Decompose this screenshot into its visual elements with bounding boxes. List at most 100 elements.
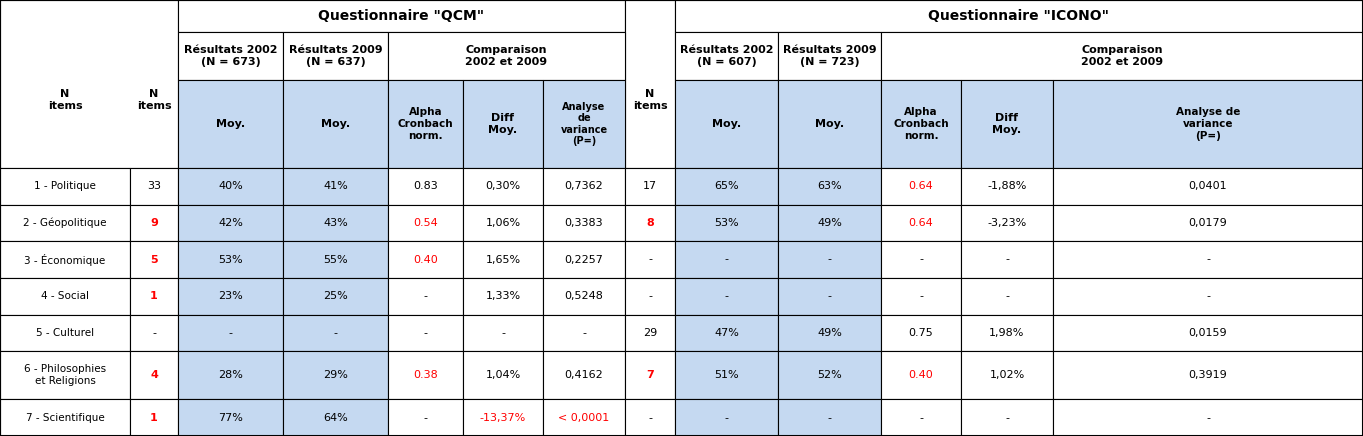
Bar — [778, 204, 880, 241]
Bar — [675, 0, 1363, 32]
Bar — [284, 351, 388, 399]
Text: 42%: 42% — [218, 218, 243, 228]
Text: N
items: N items — [48, 89, 82, 111]
Bar — [0, 204, 129, 241]
Bar — [880, 399, 961, 436]
Text: -: - — [725, 255, 728, 265]
Bar — [961, 241, 1054, 278]
Text: -3,23%: -3,23% — [987, 218, 1026, 228]
Text: Analyse de
variance
(P=): Analyse de variance (P=) — [1176, 107, 1240, 140]
Text: 55%: 55% — [323, 255, 348, 265]
Text: 29%: 29% — [323, 370, 348, 380]
Text: -: - — [424, 328, 428, 338]
Text: 0,5248: 0,5248 — [564, 291, 604, 301]
Text: 40%: 40% — [218, 181, 243, 191]
Bar — [542, 80, 626, 168]
Text: 41%: 41% — [323, 181, 348, 191]
Bar — [388, 241, 463, 278]
Bar — [284, 168, 388, 204]
Bar — [388, 278, 463, 314]
Text: Comparaison
2002 et 2009: Comparaison 2002 et 2009 — [1081, 45, 1163, 67]
Text: Moy.: Moy. — [815, 119, 844, 129]
Text: 5: 5 — [150, 255, 158, 265]
Text: 25%: 25% — [323, 291, 348, 301]
Bar — [179, 32, 284, 80]
Text: -1,88%: -1,88% — [987, 181, 1026, 191]
Text: 9: 9 — [150, 218, 158, 228]
Text: -: - — [1206, 255, 1210, 265]
Bar — [675, 241, 778, 278]
Text: N
items: N items — [136, 89, 172, 111]
Bar — [626, 314, 675, 351]
Bar — [1054, 168, 1363, 204]
Text: 6 - Philosophies
et Religions: 6 - Philosophies et Religions — [25, 364, 106, 386]
Bar — [961, 204, 1054, 241]
Text: 52%: 52% — [818, 370, 842, 380]
Text: 1,98%: 1,98% — [990, 328, 1025, 338]
Bar — [626, 0, 675, 168]
Text: 1,02%: 1,02% — [990, 370, 1025, 380]
Text: 0,7362: 0,7362 — [564, 181, 604, 191]
Text: 1,04%: 1,04% — [485, 370, 521, 380]
Bar — [179, 0, 626, 32]
Bar — [179, 168, 284, 204]
Bar — [778, 168, 880, 204]
Text: -: - — [725, 413, 728, 422]
Text: -: - — [647, 413, 652, 422]
Bar — [778, 80, 880, 168]
Text: 0,30%: 0,30% — [485, 181, 521, 191]
Text: Diff
Moy.: Diff Moy. — [992, 113, 1021, 135]
Bar — [1054, 314, 1363, 351]
Bar — [961, 278, 1054, 314]
Bar — [463, 204, 542, 241]
Bar — [880, 204, 961, 241]
Text: 49%: 49% — [816, 218, 842, 228]
Bar — [463, 168, 542, 204]
Bar — [463, 278, 542, 314]
Bar — [778, 314, 880, 351]
Text: < 0,0001: < 0,0001 — [559, 413, 609, 422]
Text: 51%: 51% — [714, 370, 739, 380]
Text: 7: 7 — [646, 370, 654, 380]
Text: 33: 33 — [147, 181, 161, 191]
Bar — [626, 168, 675, 204]
Text: Résultats 2009
(N = 723): Résultats 2009 (N = 723) — [782, 45, 876, 67]
Text: 8: 8 — [646, 218, 654, 228]
Text: -: - — [919, 255, 923, 265]
Bar — [0, 399, 129, 436]
Text: 29: 29 — [643, 328, 657, 338]
Bar — [961, 351, 1054, 399]
Text: 2 - Géopolitique: 2 - Géopolitique — [23, 218, 106, 228]
Text: 1,06%: 1,06% — [485, 218, 521, 228]
Bar — [1054, 278, 1363, 314]
Bar — [388, 351, 463, 399]
Text: 0,3919: 0,3919 — [1189, 370, 1227, 380]
Text: 3 - Économique: 3 - Économique — [25, 254, 105, 266]
Text: 0.40: 0.40 — [909, 370, 934, 380]
Text: -: - — [827, 255, 831, 265]
Bar — [675, 314, 778, 351]
Bar — [961, 399, 1054, 436]
Text: -: - — [334, 328, 338, 338]
Text: 65%: 65% — [714, 181, 739, 191]
Text: 0,2257: 0,2257 — [564, 255, 604, 265]
Text: 0.38: 0.38 — [413, 370, 438, 380]
Bar — [388, 168, 463, 204]
Bar — [284, 278, 388, 314]
Bar — [778, 278, 880, 314]
Text: Questionnaire "ICONO": Questionnaire "ICONO" — [928, 9, 1109, 23]
Text: N
items: N items — [632, 89, 668, 111]
Text: Questionnaire "QCM": Questionnaire "QCM" — [319, 9, 485, 23]
Bar — [542, 351, 626, 399]
Bar — [179, 80, 284, 168]
Text: Résultats 2009
(N = 637): Résultats 2009 (N = 637) — [289, 45, 382, 67]
Bar — [0, 241, 129, 278]
Bar — [284, 204, 388, 241]
Text: 1,65%: 1,65% — [485, 255, 521, 265]
Text: 7 - Scientifique: 7 - Scientifique — [26, 413, 105, 422]
Text: Moy.: Moy. — [711, 119, 741, 129]
Bar — [0, 168, 129, 204]
Bar — [284, 314, 388, 351]
Text: 1: 1 — [150, 291, 158, 301]
Bar — [675, 204, 778, 241]
